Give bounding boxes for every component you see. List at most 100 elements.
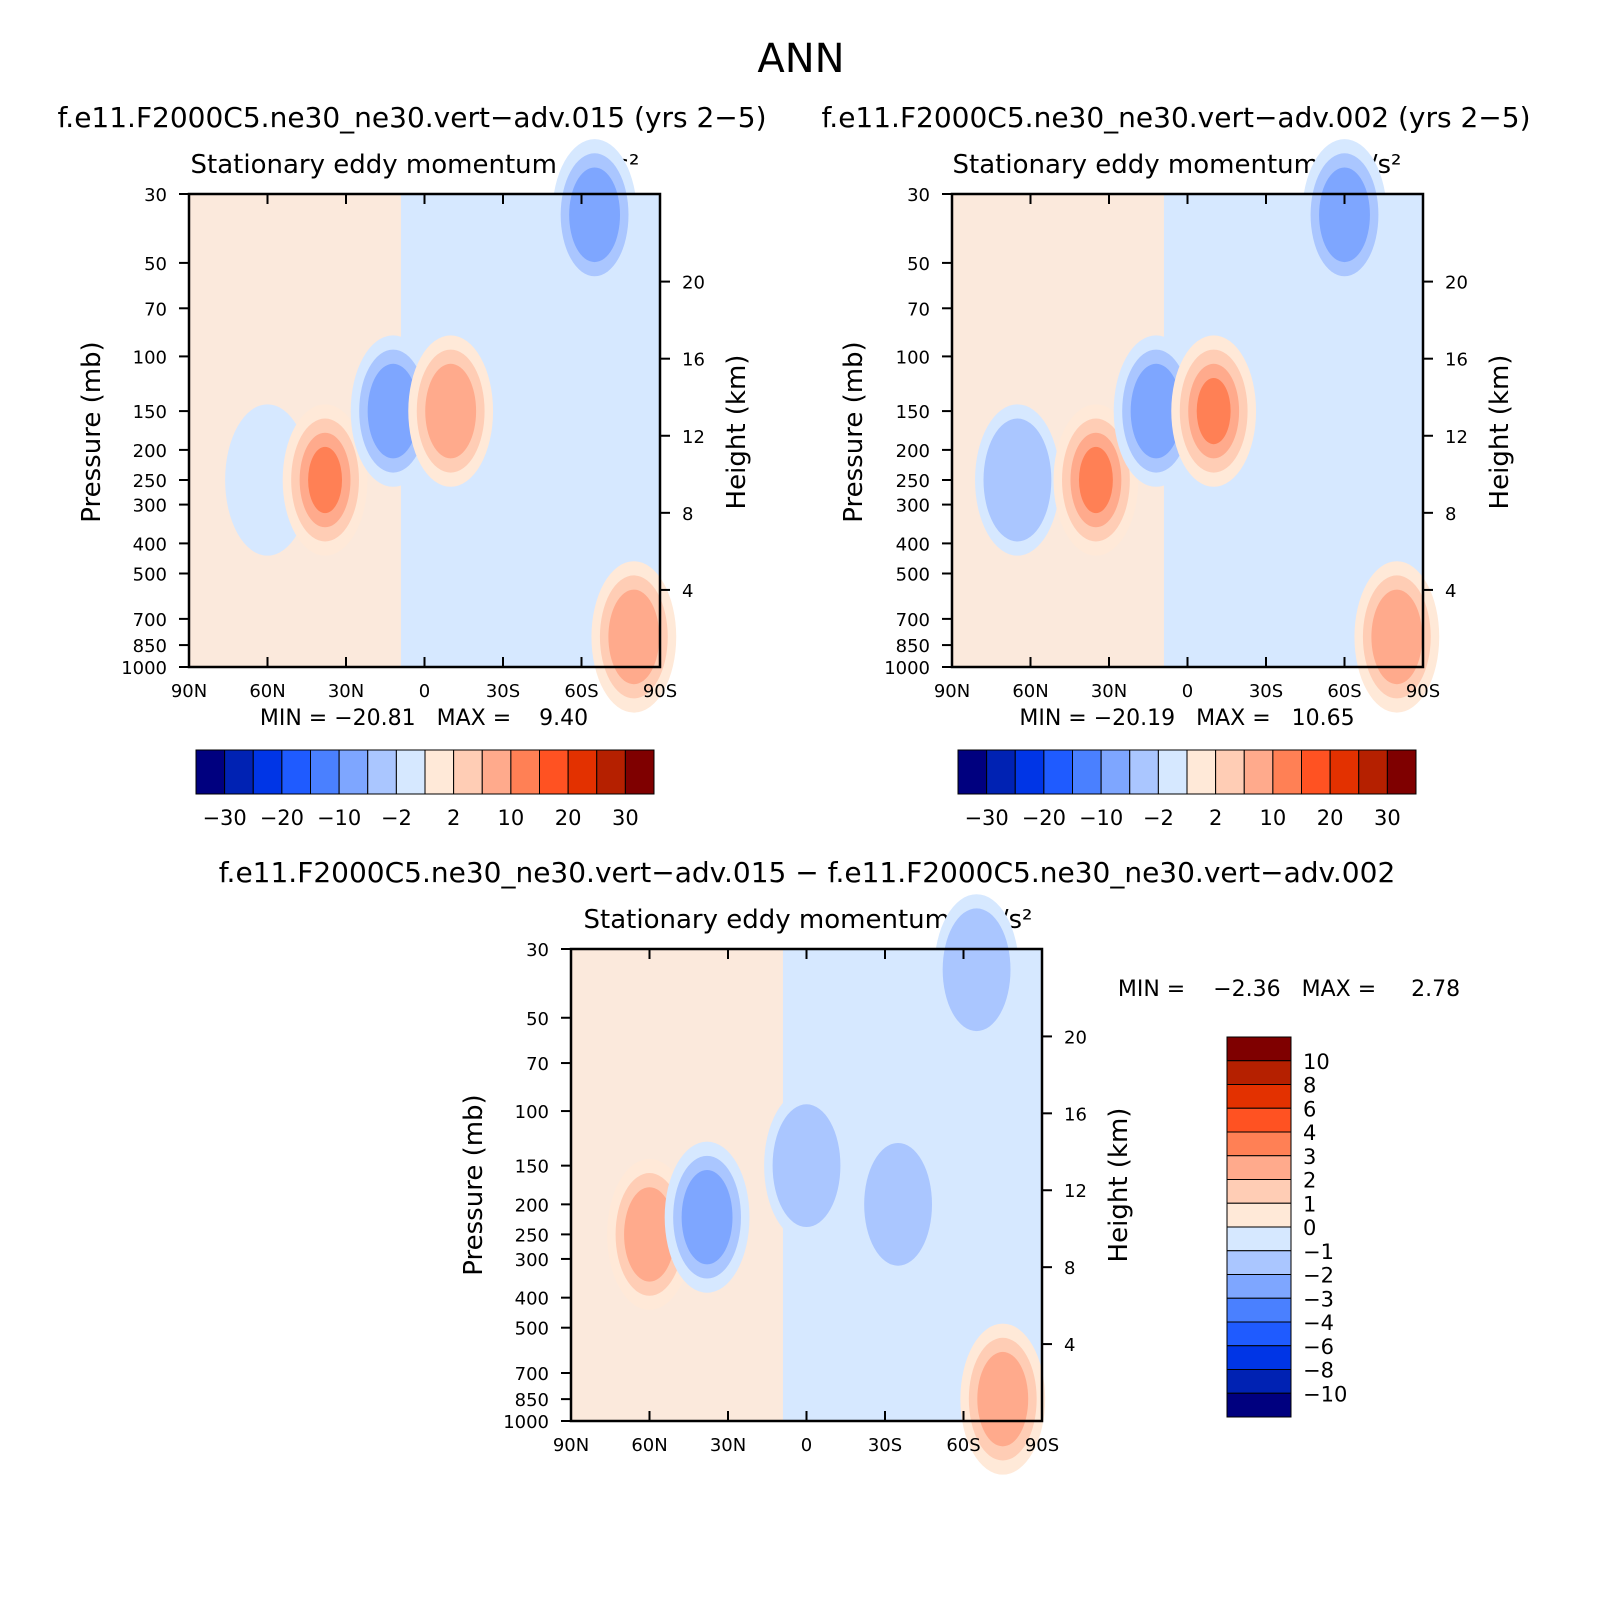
contour-region bbox=[425, 363, 477, 459]
colorbar-box bbox=[367, 749, 397, 795]
x-tick-label: 30N bbox=[328, 681, 364, 702]
colorbar-box bbox=[281, 749, 311, 795]
y-tick-label: 70 bbox=[144, 299, 167, 320]
x-tick-label: 90N bbox=[934, 681, 970, 702]
y-tick-label: 250 bbox=[515, 1225, 549, 1246]
panel-2-header: f.e11.F2000C5.ne30_ne30.vert−adv.002 (yr… bbox=[821, 101, 1530, 134]
colorbar-box bbox=[338, 749, 369, 795]
x-tick-label: 0 bbox=[1182, 681, 1193, 702]
y-tick-label: 150 bbox=[133, 402, 167, 423]
panel-1-header: f.e11.F2000C5.ne30_ne30.vert−adv.015 (yr… bbox=[57, 101, 766, 134]
colorbar-box bbox=[1386, 749, 1417, 795]
colorbar-label: 6 bbox=[1303, 1097, 1316, 1121]
colorbar-box bbox=[1226, 1226, 1292, 1252]
colorbar-label: 30 bbox=[612, 806, 639, 830]
colorbar-box bbox=[395, 749, 426, 795]
y-right-tick-label: 20 bbox=[1445, 273, 1468, 294]
y-right-tick-label: 8 bbox=[682, 504, 693, 525]
colorbar-box bbox=[424, 749, 455, 795]
y-tick-label: 200 bbox=[133, 441, 167, 462]
colorbar-box bbox=[624, 749, 655, 795]
colorbar-box bbox=[1100, 749, 1131, 795]
panel-2-title-text: Stationary eddy momentum bbox=[953, 150, 1319, 180]
y-tick-label: 300 bbox=[515, 1250, 549, 1271]
colorbar-box bbox=[567, 749, 598, 795]
y-right-tick-label: 12 bbox=[682, 427, 705, 448]
y-right-tick-label: 16 bbox=[1445, 350, 1468, 371]
colorbar-label: 20 bbox=[1317, 806, 1344, 830]
x-tick-label: 60S bbox=[564, 681, 598, 702]
colorbar-label: −2 bbox=[1143, 806, 1174, 830]
colorbar-box bbox=[1226, 1202, 1292, 1228]
y-tick-label: 70 bbox=[526, 1054, 549, 1075]
colorbar-label: 0 bbox=[1303, 1216, 1316, 1240]
y-tick-label: 1000 bbox=[884, 658, 930, 679]
colorbar-box bbox=[1226, 1131, 1292, 1157]
panel-2-ylabel-right: Height (km) bbox=[1485, 355, 1515, 510]
panel-3-plot: 90N 60N 30N 0 30S 60S 90S 30 50 70 100 150 200 250 300… bbox=[503, 894, 1087, 1475]
x-tick-label: 90S bbox=[1025, 1435, 1059, 1456]
colorbar-label: 2 bbox=[1303, 1169, 1316, 1193]
panel-1-ylabel-right: Height (km) bbox=[722, 355, 752, 510]
contour-region bbox=[772, 1104, 841, 1227]
colorbar-box bbox=[1226, 1345, 1292, 1370]
colorbar-label: 30 bbox=[1374, 806, 1401, 830]
y-tick-label: 200 bbox=[896, 441, 930, 462]
colorbar-box bbox=[986, 749, 1016, 795]
colorbar-box bbox=[1226, 1179, 1292, 1204]
panel-3-ylabel-right: Height (km) bbox=[1104, 1108, 1134, 1263]
contour-region bbox=[864, 1143, 932, 1266]
y-right-tick-label: 4 bbox=[682, 581, 693, 602]
colorbar-label: −30 bbox=[964, 806, 1008, 830]
colorbar-label: 4 bbox=[1303, 1121, 1316, 1145]
colorbar-label: −3 bbox=[1303, 1287, 1334, 1311]
contour-region bbox=[1130, 363, 1182, 459]
y-right-tick-label: 12 bbox=[1064, 1181, 1087, 1202]
x-tick-label: 90S bbox=[1406, 681, 1440, 702]
x-tick-label: 90N bbox=[171, 681, 207, 702]
contour-region bbox=[608, 589, 660, 685]
colorbar-box bbox=[1272, 749, 1302, 795]
y-right-tick-label: 4 bbox=[1445, 581, 1456, 602]
panel-2: f.e11.F2000C5.ne30_ne30.vert−adv.002 (yr… bbox=[821, 101, 1530, 830]
y-right-tick-label: 4 bbox=[1064, 1335, 1075, 1356]
y-tick-label: 400 bbox=[515, 1289, 549, 1310]
y-tick-label: 200 bbox=[515, 1195, 549, 1216]
contour-region bbox=[308, 446, 343, 514]
x-tick-label: 60N bbox=[1012, 681, 1048, 702]
x-tick-label: 30S bbox=[1249, 681, 1283, 702]
y-tick-label: 700 bbox=[133, 610, 167, 631]
colorbar-label: −2 bbox=[381, 806, 412, 830]
y-tick-label: 30 bbox=[144, 185, 167, 206]
colorbar-box bbox=[1226, 1392, 1292, 1418]
contour-region bbox=[1078, 446, 1113, 514]
y-tick-label: 70 bbox=[907, 299, 930, 320]
x-tick-label: 0 bbox=[419, 681, 430, 702]
x-tick-label: 60N bbox=[631, 1435, 667, 1456]
colorbar-box bbox=[1329, 749, 1360, 795]
colorbar-box bbox=[1226, 1274, 1292, 1299]
panel-3-header: f.e11.F2000C5.ne30_ne30.vert−adv.015 − f… bbox=[219, 856, 1396, 889]
colorbar-box bbox=[1226, 1107, 1292, 1133]
panel-3: f.e11.F2000C5.ne30_ne30.vert−adv.015 − f… bbox=[219, 856, 1460, 1475]
y-right-tick-label: 20 bbox=[1064, 1027, 1087, 1048]
colorbar-box bbox=[481, 749, 512, 795]
y-tick-label: 100 bbox=[133, 347, 167, 368]
y-tick-label: 850 bbox=[515, 1390, 549, 1411]
colorbar-label: 20 bbox=[555, 806, 582, 830]
y-tick-label: 30 bbox=[526, 940, 549, 961]
y-tick-label: 100 bbox=[896, 347, 930, 368]
y-tick-label: 100 bbox=[515, 1102, 549, 1123]
colorbar-box bbox=[1129, 749, 1159, 795]
x-tick-label: 30S bbox=[486, 681, 520, 702]
colorbar-label: 1 bbox=[1303, 1192, 1316, 1216]
colorbar-box bbox=[1072, 749, 1102, 795]
contour-region bbox=[977, 1351, 1029, 1447]
y-tick-label: 500 bbox=[896, 565, 930, 586]
x-tick-label: 90S bbox=[643, 681, 677, 702]
y-right-tick-label: 8 bbox=[1445, 504, 1456, 525]
y-tick-label: 1000 bbox=[121, 658, 167, 679]
panel-2-colorbar: −30 −20 −10 −2 2 10 20 30 bbox=[957, 749, 1417, 830]
colorbar-label: −20 bbox=[1022, 806, 1066, 830]
y-tick-label: 300 bbox=[896, 496, 930, 517]
